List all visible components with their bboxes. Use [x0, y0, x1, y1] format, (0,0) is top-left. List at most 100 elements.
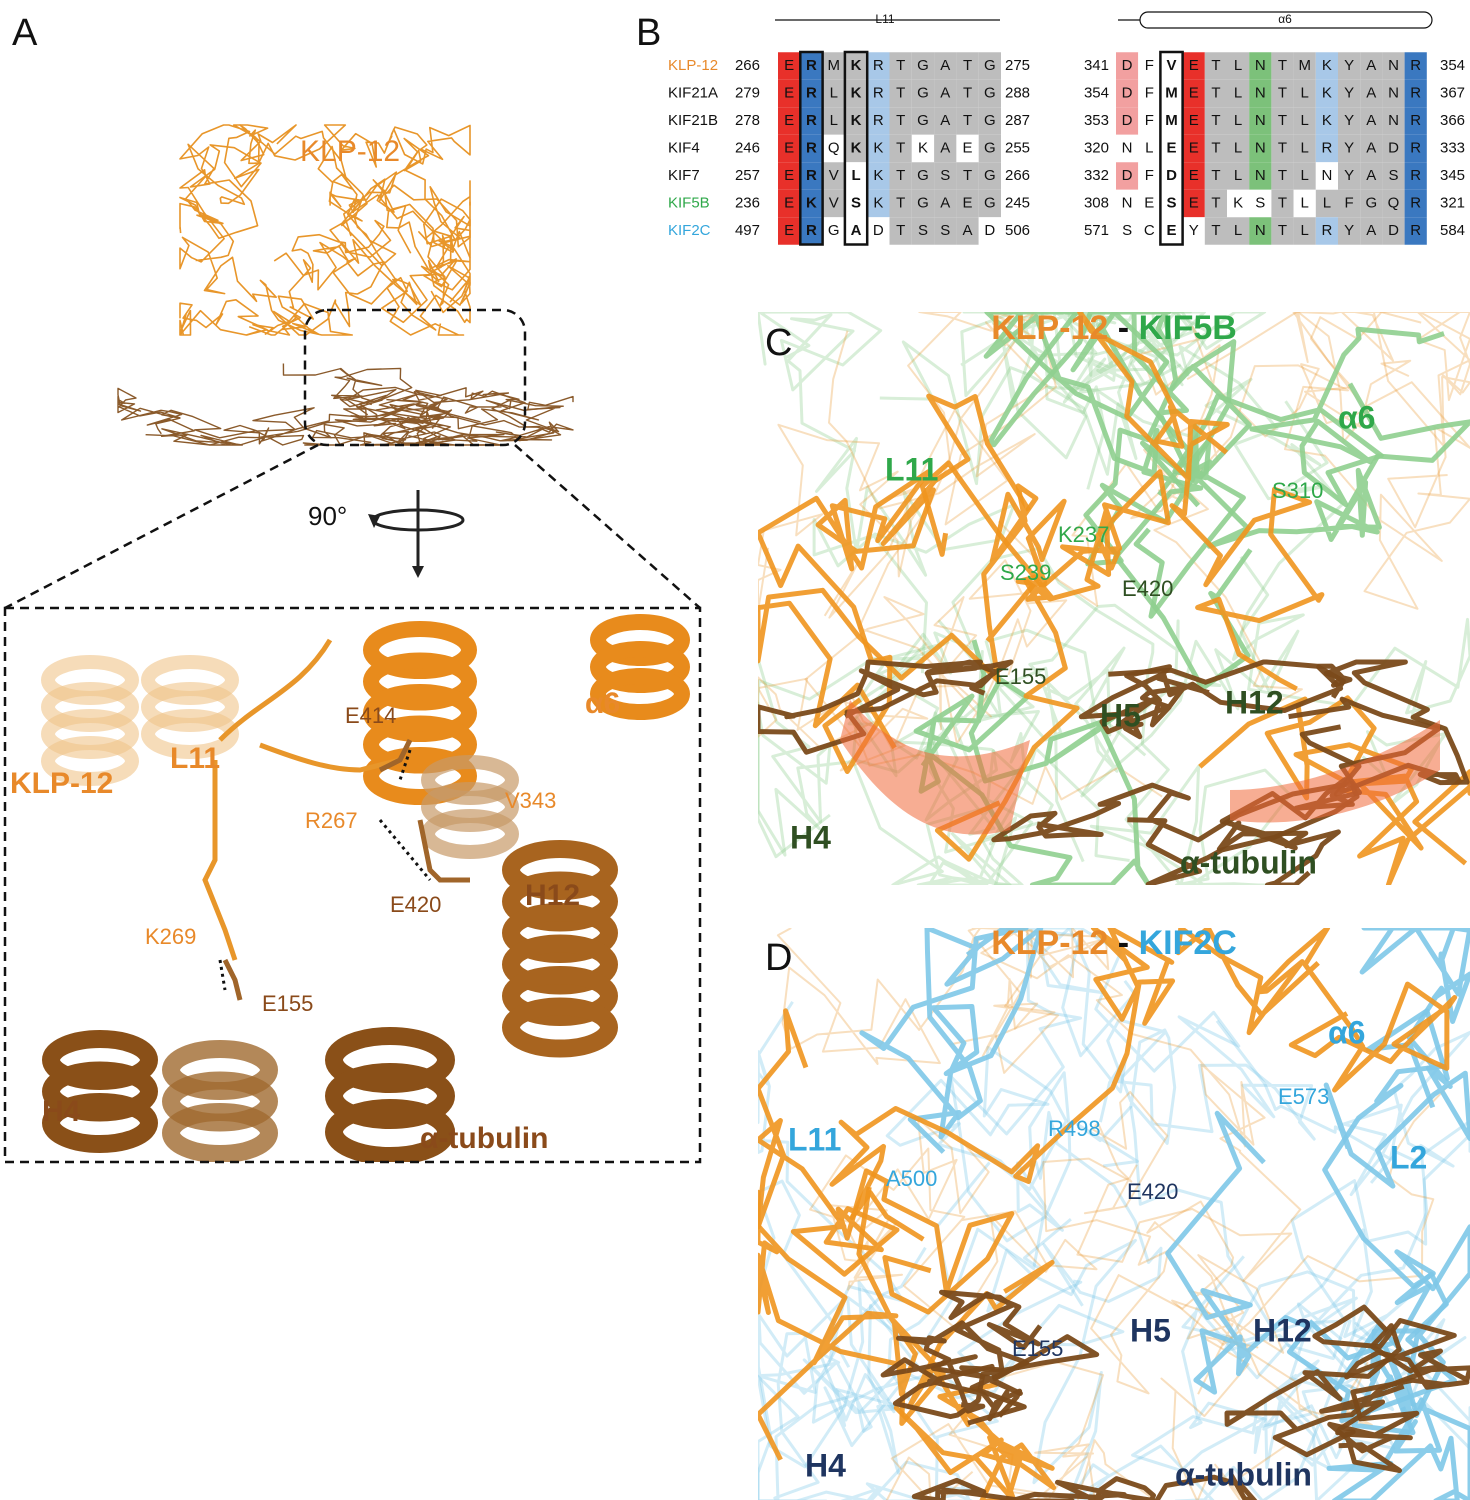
residue-number: 266	[1005, 167, 1030, 184]
residue: L	[1301, 222, 1309, 239]
helix-turn	[502, 871, 618, 932]
helix-turn	[363, 684, 477, 742]
residue-cell	[1338, 189, 1361, 218]
helix-turn	[162, 1071, 278, 1132]
residue-cell	[800, 189, 823, 218]
label: α6	[1278, 12, 1292, 26]
label: E155	[995, 664, 1046, 689]
residue: D	[1122, 84, 1133, 101]
backbone	[758, 312, 1057, 619]
helix-turn	[502, 997, 618, 1058]
backbone	[758, 1161, 999, 1500]
residue: G	[917, 112, 929, 129]
label: E420	[390, 892, 441, 917]
residue: F	[1145, 84, 1154, 101]
residue-cell	[1204, 134, 1227, 163]
residue-cell	[800, 162, 823, 190]
residue: N	[1321, 167, 1332, 184]
residue-cell	[1249, 217, 1272, 245]
residue-cell	[1360, 52, 1383, 80]
backbone	[399, 389, 564, 446]
residue: F	[1145, 112, 1154, 129]
residue: E	[784, 84, 794, 101]
residue-cell	[1116, 134, 1139, 163]
residue-cell	[778, 52, 801, 80]
residue-cell	[1160, 162, 1183, 190]
label: R267	[305, 808, 358, 833]
residue: S	[940, 222, 950, 239]
zoom-box	[303, 308, 527, 447]
residue-cell	[778, 134, 801, 163]
residue-cell	[1360, 162, 1383, 190]
backbone	[1186, 312, 1470, 529]
title-part: -	[1118, 309, 1139, 347]
backbone	[179, 169, 353, 336]
residue-cell	[1138, 134, 1161, 163]
residue: K	[873, 194, 883, 211]
residue: R	[806, 84, 817, 101]
residue: G	[984, 167, 996, 184]
residue-cell	[1160, 52, 1183, 80]
residue-cell	[1338, 52, 1361, 80]
residue-cell	[1293, 189, 1316, 218]
residue-cell	[1404, 217, 1427, 245]
helix-turn	[42, 1093, 158, 1153]
residue-cell	[1338, 107, 1361, 135]
residue: L	[1301, 139, 1309, 156]
label: L11	[170, 742, 220, 775]
residue-cell	[1204, 217, 1227, 245]
residue: T	[896, 139, 905, 156]
residue: T	[1278, 222, 1287, 239]
residue-cell	[1315, 162, 1338, 190]
residue: N	[1388, 84, 1399, 101]
residue-cell	[934, 217, 957, 245]
residue-cell	[956, 107, 979, 135]
residue-number: 245	[1005, 194, 1030, 211]
residue-cell	[978, 52, 1001, 80]
residue-cell	[1382, 134, 1405, 163]
residue: L	[1145, 139, 1153, 156]
residue: Y	[1344, 222, 1354, 239]
label: B	[636, 12, 661, 54]
residue-cell	[1360, 217, 1383, 245]
residue-cell	[911, 107, 935, 135]
residue-number: 308	[1084, 194, 1109, 211]
residue-cell	[867, 189, 890, 218]
title-part: KLP-12	[991, 309, 1118, 347]
residue: D	[1166, 167, 1177, 184]
structure-panel	[758, 928, 1470, 1500]
residue: R	[1410, 84, 1421, 101]
residue-cell	[822, 189, 845, 218]
residue: L	[1301, 167, 1309, 184]
residue-cell	[1116, 162, 1139, 190]
protein-name: KIF7	[668, 167, 700, 184]
residue: T	[1278, 57, 1287, 74]
residue-cell	[822, 217, 845, 245]
residue-cell	[889, 189, 912, 218]
helix-turn	[141, 709, 239, 759]
residue-cell	[867, 217, 890, 245]
residue-cell	[1315, 79, 1338, 108]
residue-number: 278	[735, 112, 760, 129]
residue: G	[917, 57, 929, 74]
inset	[5, 608, 700, 1162]
residue-cell	[867, 134, 890, 163]
label: A	[12, 12, 38, 54]
residue-cell	[1116, 217, 1139, 245]
residue-number: 584	[1440, 222, 1465, 239]
residue: R	[806, 57, 817, 74]
backbone	[983, 312, 1253, 691]
residue-cell	[1404, 52, 1427, 80]
backbone	[991, 781, 1360, 885]
residue-cell	[889, 79, 912, 108]
helix-turn	[363, 747, 477, 805]
residue-cell	[1404, 162, 1427, 190]
residue-cell	[1138, 162, 1161, 190]
residue-cell	[911, 134, 935, 163]
residue: L	[1234, 112, 1242, 129]
backbone	[829, 928, 1176, 1242]
residue-cell	[800, 134, 823, 163]
residue: T	[1211, 112, 1220, 129]
residue-cell	[1116, 79, 1139, 108]
residue-number: 320	[1084, 139, 1109, 156]
